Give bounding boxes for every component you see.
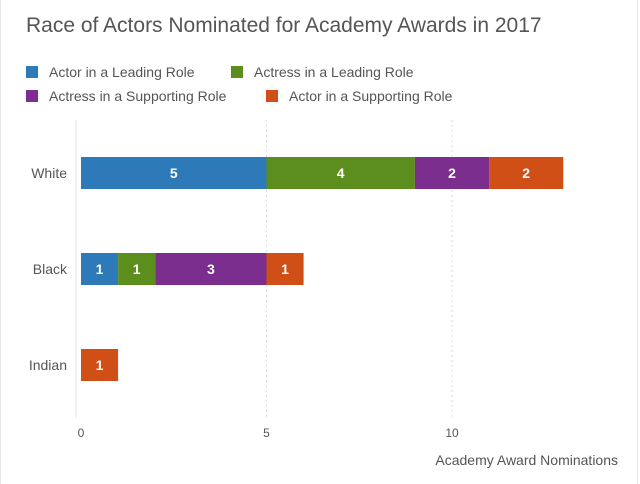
bar-segment — [266, 253, 304, 285]
legend-swatch-actor-leading — [26, 66, 38, 78]
x-tick-label: 5 — [263, 426, 270, 440]
bar-value-label: 2 — [448, 165, 456, 181]
bar-segment — [81, 253, 119, 285]
legend-swatch-actress-leading — [231, 66, 243, 78]
bar-value-label: 5 — [170, 165, 178, 181]
legend: Actor in a Leading Role Actress in a Lea… — [26, 64, 626, 110]
legend-label-actor-leading: Actor in a Leading Role — [49, 64, 195, 80]
bar-value-label: 1 — [281, 261, 289, 277]
category-label-indian: Indian — [29, 357, 67, 373]
category-label-white: White — [31, 165, 67, 181]
legend-item-actor-leading[interactable]: Actor in a Leading Role — [26, 64, 195, 80]
bar-segment — [266, 157, 415, 189]
bar-value-label: 1 — [96, 357, 104, 373]
x-tick-label: 0 — [78, 426, 85, 440]
chart-title: Race of Actors Nominated for Academy Awa… — [26, 14, 542, 37]
bar-value-label: 1 — [133, 261, 141, 277]
legend-item-actress-leading[interactable]: Actress in a Leading Role — [231, 64, 414, 80]
bar-value-label: 1 — [96, 261, 104, 277]
bar-segment — [118, 253, 156, 285]
bar-value-label: 3 — [207, 261, 215, 277]
category-label-black: Black — [33, 261, 68, 277]
x-tick-label: 10 — [445, 426, 459, 440]
bar-segment — [155, 253, 267, 285]
legend-label-actor-supporting: Actor in a Supporting Role — [289, 88, 453, 104]
legend-item-actress-supporting[interactable]: Actress in a Supporting Role — [26, 88, 226, 104]
bar-segment — [414, 157, 490, 189]
bar-value-label: 4 — [337, 165, 345, 181]
legend-swatch-actor-supporting — [266, 90, 278, 102]
legend-label-actress-leading: Actress in a Leading Role — [254, 64, 414, 80]
bar-segment — [489, 157, 564, 189]
legend-item-actor-supporting[interactable]: Actor in a Supporting Role — [266, 88, 452, 104]
legend-swatch-actress-supporting — [26, 90, 38, 102]
bar-segment — [81, 349, 119, 381]
legend-label-actress-supporting: Actress in a Supporting Role — [49, 88, 227, 104]
bar-segment — [81, 157, 267, 189]
bar-value-label: 2 — [522, 165, 530, 181]
x-axis-label: Academy Award Nominations — [435, 452, 618, 468]
